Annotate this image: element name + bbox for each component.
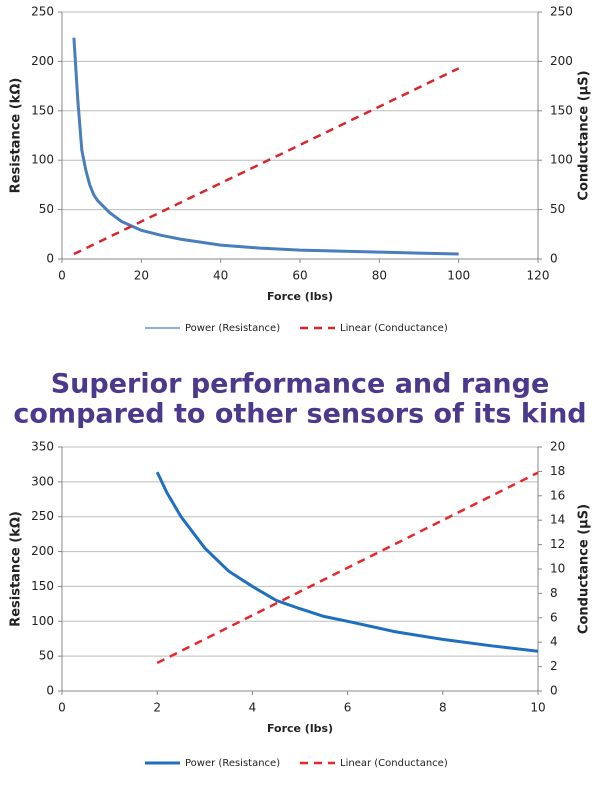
y-tick-label: 150 <box>31 579 54 593</box>
x-tick-label: 2 <box>153 701 161 715</box>
y-tick-label: 0 <box>46 252 54 266</box>
y2-tick-label: 16 <box>550 488 565 502</box>
y2-tick-label: 8 <box>550 586 558 600</box>
x-axis-label: Force (lbs) <box>267 722 333 735</box>
legend-label: Linear (Conductance) <box>340 758 448 769</box>
y-axis-label: Resistance (kΩ) <box>9 511 24 627</box>
y2-axis-label: Conductance (µS) <box>577 504 592 634</box>
y-tick-label: 50 <box>39 649 54 663</box>
x-tick-label: 80 <box>372 269 387 283</box>
y-tick-label: 50 <box>39 202 54 216</box>
x-tick-label: 100 <box>447 269 470 283</box>
x-tick-label: 6 <box>344 701 352 715</box>
y2-tick-label: 250 <box>550 5 573 19</box>
y-tick-label: 200 <box>31 54 54 68</box>
x-tick-label: 0 <box>58 269 66 283</box>
y-tick-label: 300 <box>31 474 54 488</box>
x-tick-label: 40 <box>213 269 228 283</box>
x-tick-label: 120 <box>527 269 550 283</box>
x-tick-label: 10 <box>530 701 545 715</box>
y2-tick-label: 100 <box>550 153 573 167</box>
data-line <box>155 471 539 653</box>
legend-label: Linear (Conductance) <box>340 323 448 334</box>
y-tick-label: 100 <box>31 153 54 167</box>
data-line <box>156 471 539 665</box>
y2-axis-label: Conductance (µS) <box>577 70 592 200</box>
y2-tick-label: 14 <box>550 513 565 527</box>
y2-tick-label: 6 <box>550 610 558 624</box>
legend-label: Power (Resistance) <box>185 758 280 769</box>
y2-tick-label: 50 <box>550 202 565 216</box>
heading-line: Superior performance and range <box>51 369 550 400</box>
y-axis-label: Resistance (kΩ) <box>9 78 24 194</box>
heading-line: compared to other sensors of its kind <box>13 399 586 430</box>
y-tick-label: 200 <box>31 544 54 558</box>
y2-tick-label: 12 <box>550 537 565 551</box>
y-tick-label: 350 <box>31 440 54 454</box>
y-tick-label: 250 <box>31 509 54 523</box>
y2-tick-label: 0 <box>550 252 558 266</box>
y-tick-label: 0 <box>46 684 54 698</box>
data-line <box>73 67 460 256</box>
y2-tick-label: 18 <box>550 464 565 478</box>
y-tick-label: 250 <box>31 5 54 19</box>
y2-tick-label: 10 <box>550 562 565 576</box>
x-tick-label: 60 <box>292 269 307 283</box>
y2-tick-label: 4 <box>550 635 558 649</box>
x-tick-label: 8 <box>439 701 447 715</box>
y2-tick-label: 20 <box>550 440 565 454</box>
x-tick-label: 4 <box>249 701 257 715</box>
legend-label: Power (Resistance) <box>185 323 280 334</box>
x-tick-label: 20 <box>134 269 149 283</box>
y2-tick-label: 150 <box>550 103 573 117</box>
y2-tick-label: 2 <box>550 659 558 673</box>
y2-tick-label: 0 <box>550 684 558 698</box>
y-tick-label: 100 <box>31 614 54 628</box>
y-tick-label: 150 <box>31 103 54 117</box>
x-tick-label: 0 <box>58 701 66 715</box>
x-axis-label: Force (lbs) <box>267 290 333 303</box>
data-line <box>72 37 459 256</box>
y2-tick-label: 200 <box>550 54 573 68</box>
